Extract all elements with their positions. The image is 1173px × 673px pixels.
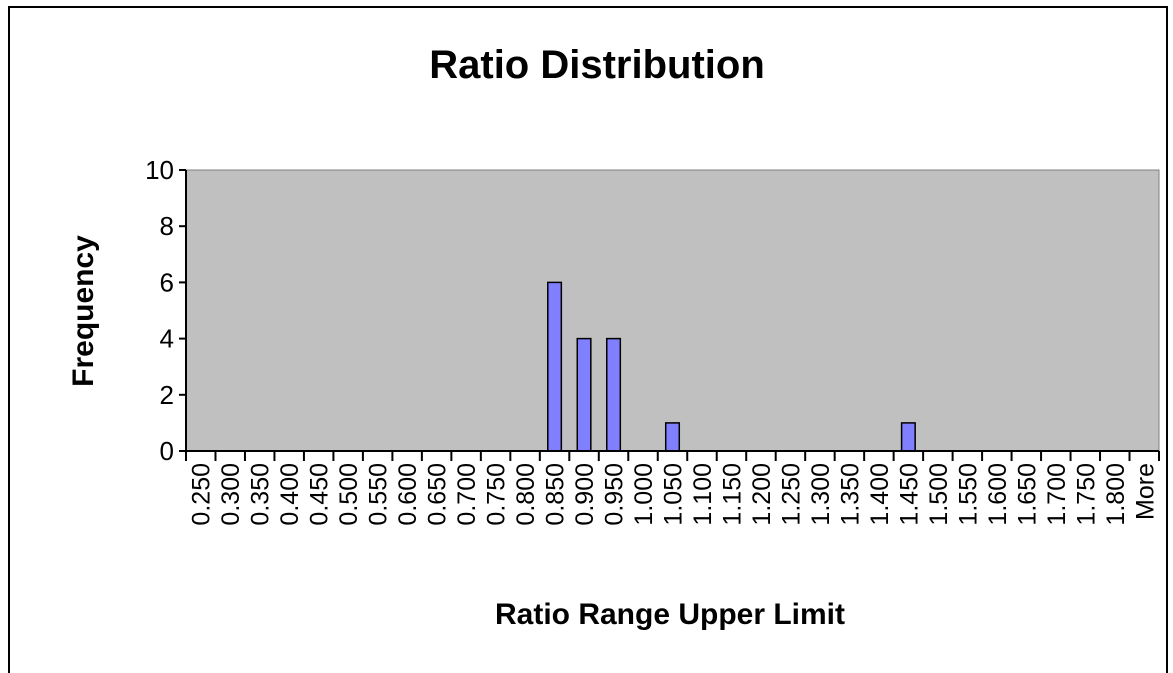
x-tick-label: 1.100 [689, 463, 717, 526]
x-tick-label: 1.700 [1043, 463, 1071, 526]
axes [179, 169, 1160, 461]
x-tick-label: 1.750 [1072, 463, 1100, 526]
bar-1.450 [900, 422, 916, 452]
x-tick-label: 1.800 [1102, 463, 1130, 526]
x-tick-label: 1.600 [984, 463, 1012, 526]
x-tick-label: 0.550 [365, 463, 393, 526]
x-tick-label: 1.200 [748, 463, 776, 526]
x-tick-label: 0.700 [453, 463, 481, 526]
x-tick-label: 0.800 [512, 463, 540, 526]
x-tick-label: 1.550 [954, 463, 982, 526]
x-tick-label: 1.350 [836, 463, 864, 526]
x-tick-label: 0.500 [335, 463, 363, 526]
x-tick-label: 1.000 [630, 463, 658, 526]
y-tick-label: 0 [160, 436, 174, 466]
x-tick-label: 0.950 [601, 463, 629, 526]
bar-0.950 [605, 337, 622, 452]
x-tick-label: 0.750 [483, 463, 511, 526]
x-tick-label: 0.850 [542, 463, 570, 526]
x-tick-label: 0.600 [394, 463, 422, 526]
y-tick-label: 4 [160, 324, 174, 354]
y-tick-label: 2 [160, 380, 174, 410]
x-tick-label: 1.250 [777, 463, 805, 526]
x-tick-label: 0.300 [217, 463, 245, 526]
x-tick-label: More [1131, 463, 1159, 520]
x-tick-label: 1.650 [1013, 463, 1041, 526]
x-tick-labels: 0.250 0.300 0.350 0.400 0.450 0.500 0.550 0.600… [188, 463, 1160, 526]
x-tick-label: 0.450 [306, 463, 334, 526]
plot-area [185, 169, 1160, 452]
x-tick-label: 0.250 [188, 463, 216, 526]
x-tick-label: 1.050 [660, 463, 688, 526]
x-tick-label: 0.400 [276, 463, 304, 526]
chart-title: Ratio Distribution [429, 43, 765, 87]
y-tick-labels: 0 2 4 6 8 10 [145, 155, 174, 466]
y-axis-label: Frequency [67, 235, 100, 387]
x-tick-label: 1.300 [807, 463, 835, 526]
x-tick-label: 1.150 [718, 463, 746, 526]
x-tick-label: 1.400 [866, 463, 894, 526]
x-tick-label: 1.500 [925, 463, 953, 526]
x-tick-label: 1.450 [895, 463, 923, 526]
x-tick-label: 0.350 [247, 463, 275, 526]
x-tick-label: 0.900 [571, 463, 599, 526]
bar-0.900 [576, 337, 592, 452]
y-tick-label: 6 [160, 267, 174, 297]
bar-0.850 [547, 281, 563, 452]
x-axis-label: Ratio Range Upper Limit [495, 598, 845, 631]
y-tick-label: 8 [160, 211, 174, 241]
bar-1.050 [664, 422, 681, 452]
x-tick-label: 0.650 [424, 463, 452, 526]
y-tick-label: 10 [145, 155, 174, 185]
bars [547, 281, 916, 452]
